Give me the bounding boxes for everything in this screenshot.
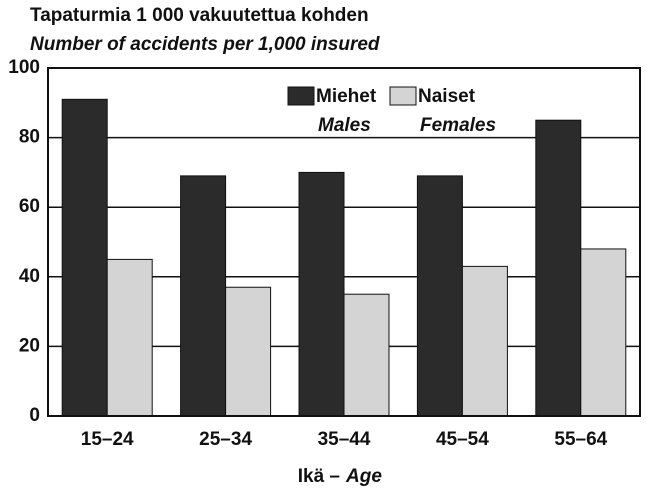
legend-label: Naiset: [418, 86, 476, 107]
bar: [106, 258, 153, 417]
legend-label-en: Females: [420, 115, 496, 136]
y-tick-label: 40: [19, 266, 40, 287]
bar: [225, 286, 272, 417]
y-tick-label: 60: [19, 196, 40, 217]
x-tick-label: 45–54: [436, 429, 489, 450]
x-tick-label: 55–64: [554, 429, 607, 450]
legend-label-en: Males: [318, 115, 371, 136]
y-tick-label: 0: [29, 405, 40, 426]
bar: [343, 293, 390, 417]
legend-swatch: [287, 86, 315, 106]
bar: [461, 265, 508, 417]
y-tick-label: 80: [19, 127, 40, 148]
bar: [298, 171, 345, 417]
legend-swatch: [389, 86, 417, 106]
x-axis-label-en: Age: [345, 466, 382, 487]
y-tick-label: 100: [8, 57, 40, 78]
bar: [535, 119, 582, 417]
y-tick-label: 20: [19, 335, 40, 356]
x-tick-label: 35–44: [318, 429, 371, 450]
x-tick-label: 25–34: [199, 429, 252, 450]
plot-frame: [47, 67, 641, 417]
bar: [180, 175, 227, 417]
bar: [416, 175, 463, 417]
bar: [61, 98, 108, 417]
chart-subtitle: Number of accidents per 1,000 insured: [30, 34, 380, 55]
x-axis-label: Ikä –: [298, 466, 340, 487]
legend-label: Miehet: [316, 86, 377, 107]
bar: [580, 248, 627, 417]
chart-title: Tapaturmia 1 000 vakuutettua kohden: [30, 5, 369, 26]
x-tick-label: 15–24: [81, 429, 134, 450]
